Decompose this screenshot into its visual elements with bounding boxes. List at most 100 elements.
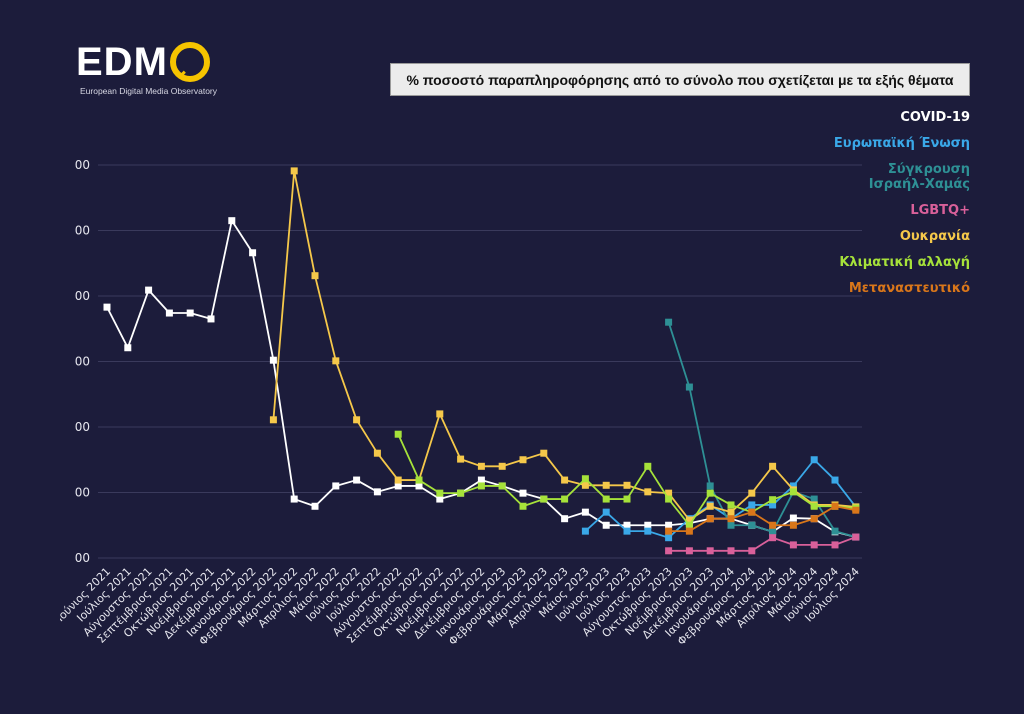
data-point[interactable] (332, 482, 340, 490)
data-point[interactable] (685, 527, 693, 535)
data-point[interactable] (831, 541, 839, 549)
data-point[interactable] (789, 514, 797, 522)
legend-item[interactable]: Μεταναστευτικό (848, 281, 970, 296)
data-point[interactable] (540, 449, 548, 457)
data-point[interactable] (519, 489, 527, 497)
data-point[interactable] (477, 462, 485, 470)
data-point[interactable] (685, 516, 693, 524)
data-point[interactable] (665, 527, 673, 535)
data-point[interactable] (727, 515, 735, 523)
data-point[interactable] (353, 476, 361, 484)
data-point[interactable] (415, 476, 423, 484)
data-point[interactable] (831, 527, 839, 535)
data-point[interactable] (810, 456, 818, 464)
data-point[interactable] (810, 502, 818, 510)
data-point[interactable] (228, 217, 236, 225)
data-point[interactable] (561, 515, 569, 523)
data-point[interactable] (644, 521, 652, 529)
data-point[interactable] (810, 495, 818, 503)
legend-item[interactable]: Σύγκρουση Ισραήλ-Χαμάς (868, 162, 970, 192)
data-point[interactable] (602, 481, 610, 489)
data-point[interactable] (665, 521, 673, 529)
data-point[interactable] (623, 495, 631, 503)
data-point[interactable] (769, 534, 777, 542)
data-point[interactable] (623, 481, 631, 489)
data-point[interactable] (748, 501, 756, 509)
data-point[interactable] (789, 521, 797, 529)
data-point[interactable] (831, 502, 839, 510)
data-point[interactable] (165, 309, 173, 317)
data-point[interactable] (498, 462, 506, 470)
data-point[interactable] (498, 482, 506, 490)
data-point[interactable] (394, 430, 402, 438)
data-point[interactable] (373, 488, 381, 496)
data-point[interactable] (602, 521, 610, 529)
data-point[interactable] (852, 533, 860, 541)
data-point[interactable] (540, 495, 548, 503)
data-point[interactable] (477, 476, 485, 484)
data-point[interactable] (727, 547, 735, 555)
data-point[interactable] (665, 547, 673, 555)
data-point[interactable] (519, 502, 527, 510)
data-point[interactable] (789, 488, 797, 496)
data-point[interactable] (394, 476, 402, 484)
data-point[interactable] (852, 506, 860, 514)
data-point[interactable] (519, 456, 527, 464)
data-point[interactable] (748, 547, 756, 555)
data-point[interactable] (623, 527, 631, 535)
data-point[interactable] (810, 541, 818, 549)
data-point[interactable] (581, 475, 589, 483)
data-point[interactable] (706, 482, 714, 490)
data-point[interactable] (602, 508, 610, 516)
data-point[interactable] (561, 476, 569, 484)
data-point[interactable] (269, 356, 277, 364)
data-point[interactable] (290, 167, 298, 175)
data-point[interactable] (727, 521, 735, 529)
data-point[interactable] (457, 455, 465, 463)
data-point[interactable] (644, 527, 652, 535)
data-point[interactable] (373, 449, 381, 457)
data-point[interactable] (207, 315, 215, 323)
data-point[interactable] (685, 521, 693, 529)
data-point[interactable] (103, 303, 111, 311)
data-point[interactable] (769, 521, 777, 529)
data-point[interactable] (269, 416, 277, 424)
legend-item[interactable]: LGBTQ+ (910, 203, 970, 218)
legend-item[interactable]: COVID-19 (900, 110, 970, 125)
data-point[interactable] (353, 416, 361, 424)
data-point[interactable] (581, 508, 589, 516)
data-point[interactable] (665, 534, 673, 542)
data-point[interactable] (311, 502, 319, 510)
data-point[interactable] (186, 309, 194, 317)
data-point[interactable] (124, 344, 132, 352)
data-point[interactable] (727, 508, 735, 516)
data-point[interactable] (685, 383, 693, 391)
data-point[interactable] (665, 495, 673, 503)
data-point[interactable] (706, 502, 714, 510)
data-point[interactable] (644, 462, 652, 470)
legend-item[interactable]: Κλιματική αλλαγή (839, 255, 970, 270)
data-point[interactable] (581, 527, 589, 535)
data-point[interactable] (789, 482, 797, 490)
data-point[interactable] (727, 501, 735, 509)
data-point[interactable] (436, 410, 444, 418)
data-point[interactable] (249, 249, 257, 257)
data-point[interactable] (290, 495, 298, 503)
data-point[interactable] (769, 496, 777, 504)
data-point[interactable] (769, 462, 777, 470)
data-point[interactable] (477, 482, 485, 490)
data-point[interactable] (602, 495, 610, 503)
legend-item[interactable]: Ευρωπαϊκή Ένωση (833, 136, 970, 151)
data-point[interactable] (706, 489, 714, 497)
data-point[interactable] (332, 357, 340, 365)
data-point[interactable] (644, 488, 652, 496)
data-point[interactable] (789, 541, 797, 549)
data-point[interactable] (581, 481, 589, 489)
data-point[interactable] (748, 489, 756, 497)
data-point[interactable] (145, 286, 153, 294)
data-point[interactable] (457, 489, 465, 497)
data-point[interactable] (706, 515, 714, 523)
data-point[interactable] (769, 528, 777, 536)
data-point[interactable] (748, 508, 756, 516)
legend-item[interactable]: Ουκρανία (899, 229, 970, 244)
